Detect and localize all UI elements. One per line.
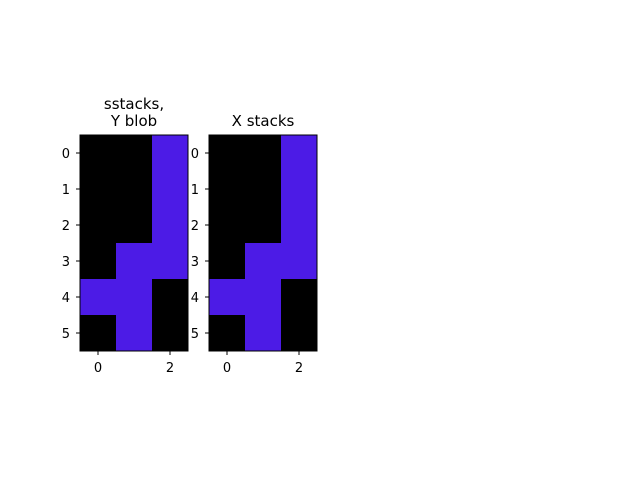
y-tick-label: 2 bbox=[191, 219, 199, 234]
axes-frame bbox=[79, 134, 189, 352]
heatmap-cells bbox=[80, 135, 189, 352]
heatmap-cell bbox=[209, 171, 246, 208]
heatmap-cell bbox=[245, 171, 282, 208]
heatmap-cell bbox=[152, 207, 189, 244]
heatmap-cell bbox=[281, 279, 318, 316]
heatmap-cell bbox=[245, 243, 282, 280]
heatmap-cell bbox=[116, 279, 153, 316]
heatmap-cell bbox=[245, 279, 282, 316]
y-tick-label: 4 bbox=[191, 291, 199, 306]
heatmap-cell bbox=[281, 315, 318, 352]
heatmap-cell bbox=[281, 171, 318, 208]
heatmap-cell bbox=[245, 207, 282, 244]
heatmap-cell bbox=[209, 207, 246, 244]
y-tick-label: 1 bbox=[62, 183, 70, 198]
heatmap-cell bbox=[209, 279, 246, 316]
heatmap-cell bbox=[116, 171, 153, 208]
heatmap-cell bbox=[80, 207, 117, 244]
y-tick-label: 3 bbox=[62, 255, 70, 270]
heatmap-cell bbox=[152, 135, 189, 172]
heatmap-cell bbox=[152, 315, 189, 352]
y-tick-label: 5 bbox=[191, 327, 199, 342]
x-tick-label: 0 bbox=[223, 361, 231, 376]
heatmap-cell bbox=[80, 171, 117, 208]
x-tick-label: 2 bbox=[166, 361, 174, 376]
heatmap-cell bbox=[80, 279, 117, 316]
x-tick-label: 2 bbox=[295, 361, 303, 376]
heatmap-cell bbox=[281, 207, 318, 244]
panel-title-line: Y blob bbox=[110, 112, 157, 130]
heatmap-cell bbox=[80, 135, 117, 172]
heatmap-cell bbox=[209, 135, 246, 172]
y-tick-label: 1 bbox=[191, 183, 199, 198]
y-tick-label: 3 bbox=[191, 255, 199, 270]
heatmap-cell bbox=[116, 207, 153, 244]
heatmap-cell bbox=[245, 315, 282, 352]
axis-ticks: 0 1 2 3 4 5 0 2 bbox=[191, 147, 303, 376]
heatmap-cell bbox=[116, 135, 153, 172]
heatmap-cell bbox=[209, 243, 246, 280]
heatmap-cell bbox=[152, 243, 189, 280]
heatmap-cells bbox=[209, 135, 318, 352]
heatmap-cell bbox=[245, 135, 282, 172]
x-tick-label: 0 bbox=[94, 361, 102, 376]
heatmap-panel-left: sstacks, Y blob 0 1 2 3 4 5 0 2 bbox=[62, 95, 189, 376]
heatmap-cell bbox=[152, 171, 189, 208]
heatmap-panel-right: X stacks 0 1 2 3 4 5 0 2 bbox=[191, 112, 318, 376]
heatmap-cell bbox=[116, 315, 153, 352]
axis-ticks: 0 1 2 3 4 5 0 2 bbox=[62, 147, 174, 376]
panel-title-line: X stacks bbox=[232, 112, 295, 130]
y-tick-label: 0 bbox=[191, 147, 199, 162]
y-tick-label: 2 bbox=[62, 219, 70, 234]
heatmap-cell bbox=[281, 243, 318, 280]
heatmap-cell bbox=[116, 243, 153, 280]
y-tick-label: 4 bbox=[62, 291, 70, 306]
y-tick-label: 5 bbox=[62, 327, 70, 342]
axes-frame bbox=[208, 134, 318, 352]
heatmap-cell bbox=[152, 279, 189, 316]
panel-title-line: sstacks, bbox=[104, 95, 164, 113]
heatmap-cell bbox=[209, 315, 246, 352]
heatmap-cell bbox=[80, 243, 117, 280]
heatmap-cell bbox=[80, 315, 117, 352]
heatmap-cell bbox=[281, 135, 318, 172]
y-tick-label: 0 bbox=[62, 147, 70, 162]
